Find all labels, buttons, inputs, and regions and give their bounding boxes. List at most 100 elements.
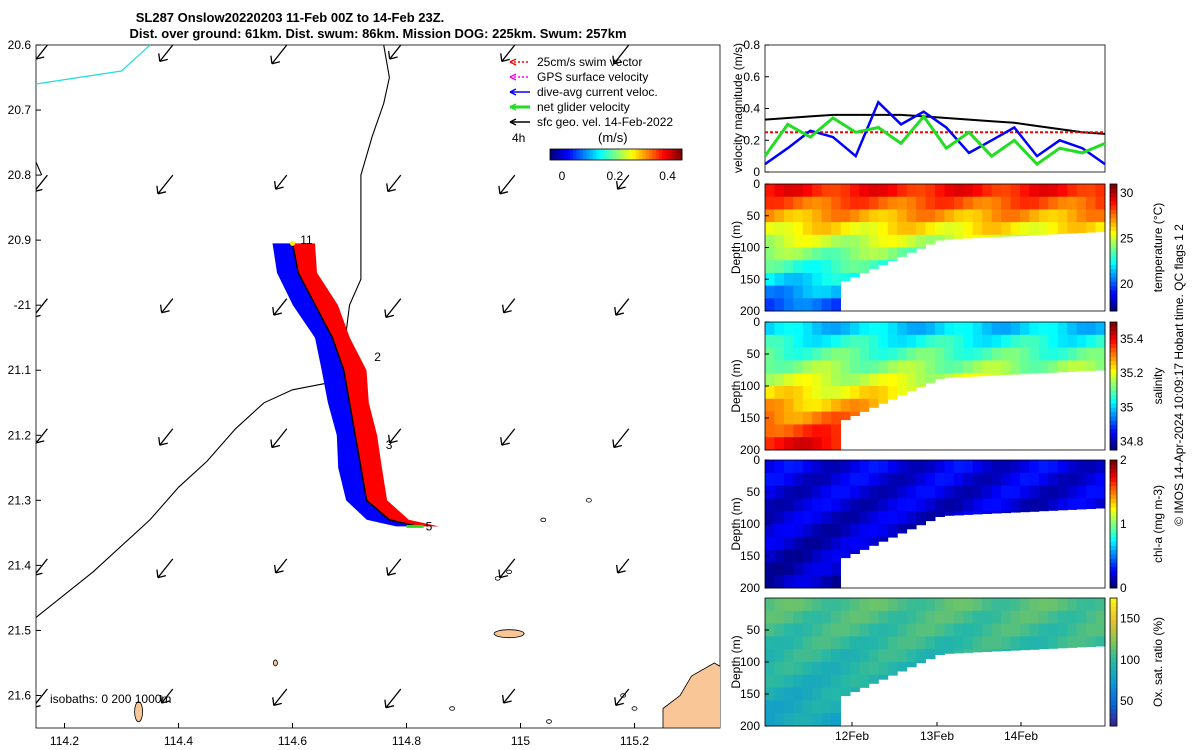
section-cell (878, 322, 889, 336)
section-cell (1029, 610, 1040, 625)
section-cell (802, 472, 813, 487)
section-cell (1095, 184, 1106, 198)
section-cell (991, 460, 1002, 474)
section-cell (802, 360, 813, 374)
colorbar-cell (592, 149, 597, 160)
section-cell (821, 460, 832, 474)
section-cell (850, 360, 860, 374)
section-cell (1095, 636, 1106, 647)
salinity-panel: 0 50 100 150 200 Depth (m) 34.8 35 35.2 35.4 salin… (729, 315, 1165, 457)
velocity-arrow-shaft (387, 174, 402, 192)
section-cell (1029, 196, 1040, 210)
section-cell (831, 674, 841, 689)
section-colorbar-cell (1110, 687, 1117, 693)
section-cell (972, 498, 983, 512)
section-cell (1048, 196, 1059, 210)
section-cell (878, 209, 889, 223)
section-cell (897, 334, 908, 349)
section-cell (972, 623, 983, 637)
section-cell (1020, 373, 1030, 375)
section-cell (972, 598, 983, 612)
section-cell (897, 460, 908, 474)
section-cell (774, 437, 785, 451)
section-colorbar-cell (1110, 403, 1117, 408)
velocity-arrow-head (386, 567, 396, 576)
section-cell (859, 536, 870, 550)
section-y-tick-label: 50 (747, 347, 761, 361)
section-cell (774, 472, 785, 487)
section-cell (953, 334, 964, 349)
section-cell (765, 562, 775, 576)
section-cell (1086, 334, 1096, 349)
section-cell (1067, 360, 1078, 372)
section-cell (878, 536, 889, 542)
section-cell (859, 598, 870, 612)
map-x-tick-label: 115 (511, 734, 530, 748)
section-cell (868, 460, 879, 474)
section-colorbar-cell (1110, 184, 1117, 189)
section-cell (802, 260, 813, 274)
section-cell (1048, 184, 1059, 198)
section-cell (774, 549, 785, 563)
section-cell (821, 598, 832, 612)
section-cell (840, 184, 851, 198)
section-cell (963, 485, 974, 499)
section-cell (972, 322, 983, 336)
section-cell (916, 334, 926, 349)
section-cell (991, 498, 1002, 512)
section-cell (831, 498, 841, 512)
section-cell (906, 196, 917, 210)
section-cell (982, 649, 993, 652)
land (134, 498, 720, 728)
colorbar-cell (662, 149, 666, 160)
section-colorbar-cell (1110, 666, 1117, 672)
section-cell (1057, 196, 1068, 210)
section-colorbar-cell (1110, 477, 1117, 482)
velocity-arrow-head (272, 306, 282, 316)
section-cell (878, 373, 889, 387)
section-cell (916, 322, 926, 336)
section-y-tick-label: 100 (740, 517, 760, 531)
section-colorbar-tick: 20 (1120, 277, 1134, 291)
section-cell (783, 623, 794, 637)
section-cell (963, 511, 974, 515)
colorbar-cell (642, 149, 647, 160)
section-cell (887, 485, 898, 499)
section-cell (765, 360, 775, 374)
section-colorbar-cell (1110, 351, 1117, 357)
section-cell (944, 196, 955, 210)
section-cell (906, 598, 917, 612)
velocity-y-tick-label: 0.2 (743, 133, 760, 147)
section-cell (878, 623, 889, 637)
section-cell (991, 623, 1002, 637)
section-colorbar-cell (1110, 704, 1117, 710)
section-cell (972, 184, 983, 198)
section-cell (821, 674, 832, 689)
section-cell (963, 334, 974, 349)
section-colorbar-cell (1110, 285, 1117, 291)
section-cell (944, 460, 955, 474)
section-cell (821, 360, 832, 374)
section-cell (1029, 485, 1040, 499)
section-cell (1038, 623, 1049, 637)
section-cell (783, 298, 794, 312)
section-cell (1086, 322, 1096, 336)
section-cell (812, 460, 823, 474)
section-cell (774, 222, 785, 236)
section-cell (802, 549, 813, 563)
section-cell (1001, 610, 1011, 625)
section-cell (840, 472, 851, 487)
velocity-arrow-head (614, 306, 624, 316)
section-cell (982, 334, 993, 349)
section-cell (821, 411, 832, 425)
section-cell (783, 334, 794, 349)
section-cell (953, 610, 964, 625)
section-cell (859, 373, 870, 387)
section-cell (972, 485, 983, 499)
section-cell (840, 636, 851, 650)
section-cell (953, 360, 964, 374)
section-cell (887, 674, 898, 676)
section-cell (1048, 636, 1059, 649)
section-cell (1095, 623, 1106, 637)
